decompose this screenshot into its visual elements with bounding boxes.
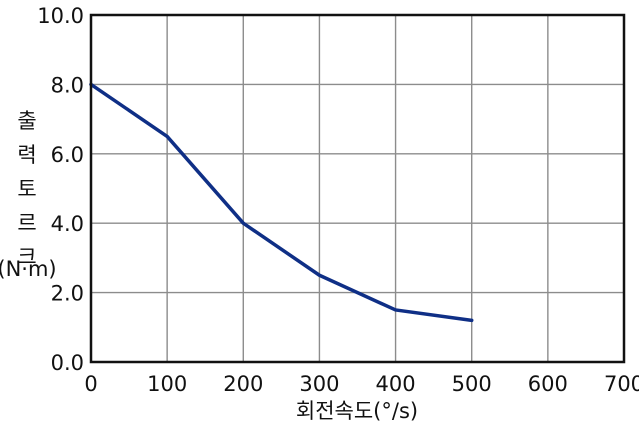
x-tick-label: 600 — [528, 372, 568, 396]
x-tick-label: 400 — [376, 372, 416, 396]
grid-layer — [91, 15, 624, 362]
y-axis-title-char: 출 — [17, 109, 36, 133]
x-tick-label: 0 — [84, 372, 97, 396]
y-axis-title-char: 토 — [17, 177, 36, 201]
y-tick-label: 2.0 — [51, 282, 84, 306]
x-tick-label: 500 — [452, 372, 492, 396]
x-tick-labels: 0 100 200 300 400 500 600 700 — [84, 372, 639, 396]
y-tick-label: 0.0 — [51, 351, 84, 375]
y-tick-labels: 0.0 2.0 4.0 6.0 8.0 10.0 — [37, 4, 84, 375]
y-tick-label: 6.0 — [51, 143, 84, 167]
y-axis-unit: (N·m) — [0, 257, 57, 281]
x-tick-label: 100 — [147, 372, 187, 396]
series-layer — [89, 82, 474, 323]
y-tick-label: 10.0 — [37, 4, 84, 28]
x-tick-label: 700 — [604, 372, 639, 396]
y-tick-label: 8.0 — [51, 73, 84, 97]
y-axis-title-char: 력 — [17, 143, 36, 167]
x-axis-title: 회전속도(°/s) — [296, 399, 418, 423]
y-axis-title-char: 크 — [17, 245, 36, 269]
x-tick-label: 300 — [299, 372, 339, 396]
series-line-0 — [89, 82, 474, 323]
y-axis-title-char: 르 — [17, 211, 36, 235]
plot-frame — [89, 13, 626, 364]
y-tick-label: 4.0 — [51, 212, 84, 236]
x-tick-label: 200 — [223, 372, 263, 396]
